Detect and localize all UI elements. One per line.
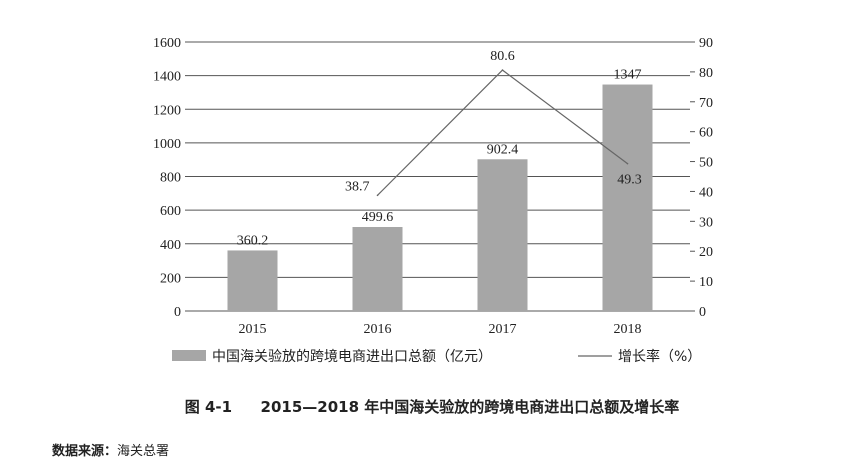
left-axis-ticks: 0 200 400 600 800 1000 1200 1400 1600 xyxy=(153,36,190,320)
bar-series xyxy=(227,84,653,312)
bar xyxy=(477,159,528,311)
line-value-label: 38.7 xyxy=(345,179,370,194)
line-series xyxy=(376,69,629,197)
category-label: 2018 xyxy=(614,322,642,337)
figure-caption: 图 4-1 2015—2018 年中国海关验放的跨境电商进出口总额及增长率 xyxy=(0,396,864,417)
bar-value-label: 360.2 xyxy=(237,233,269,248)
bar xyxy=(227,250,278,311)
line-point xyxy=(501,69,504,71)
figure-title: 2015—2018 年中国海关验放的跨境电商进出口总额及增长率 xyxy=(260,398,680,416)
left-tick-label: 1600 xyxy=(153,36,181,51)
left-tick-label: 200 xyxy=(160,271,181,286)
right-tick-label: 50 xyxy=(699,156,713,171)
right-tick-label: 0 xyxy=(699,305,706,320)
category-label: 2016 xyxy=(364,322,392,337)
category-labels: 2015 2016 2017 2018 xyxy=(239,322,642,337)
bar-value-label: 902.4 xyxy=(487,142,519,157)
legend-bar-swatch xyxy=(172,350,206,361)
data-source: 数据来源：海关总署 xyxy=(52,440,169,459)
right-tick-label: 20 xyxy=(699,245,713,260)
left-tick-label: 1400 xyxy=(153,70,181,85)
left-tick-label: 1200 xyxy=(153,103,181,118)
right-tick-label: 60 xyxy=(699,126,713,141)
line-point xyxy=(626,162,629,165)
source-text: 海关总署 xyxy=(117,444,170,459)
right-tick-label: 80 xyxy=(699,66,713,81)
bar-value-label: 1347 xyxy=(614,68,642,83)
category-label: 2017 xyxy=(489,322,517,337)
line-point xyxy=(376,194,379,197)
right-tick-label: 10 xyxy=(699,275,713,290)
legend: 中国海关验放的跨境电商进出口总额（亿元） 增长率（%） xyxy=(172,348,701,365)
right-axis-ticks: 0 10 20 30 40 50 60 70 80 90 xyxy=(690,36,713,320)
left-tick-label: 0 xyxy=(174,305,181,320)
legend-bar-label: 中国海关验放的跨境电商进出口总额（亿元） xyxy=(212,349,492,365)
legend-line-label: 增长率（%） xyxy=(618,348,701,365)
right-tick-label: 90 xyxy=(699,36,713,51)
right-tick-label: 70 xyxy=(699,96,713,111)
figure-number: 图 4-1 xyxy=(184,398,233,416)
line-value-label: 49.3 xyxy=(617,173,642,188)
category-label: 2015 xyxy=(239,322,267,337)
bar xyxy=(602,84,653,312)
line-value-label: 80.6 xyxy=(490,49,515,64)
left-tick-label: 1000 xyxy=(153,137,181,152)
right-tick-label: 40 xyxy=(699,185,713,200)
source-label: 数据来源： xyxy=(52,444,118,459)
left-tick-label: 800 xyxy=(160,171,181,186)
bar-value-label: 499.6 xyxy=(362,210,394,225)
data-labels: 360.2 499.6 902.4 1347 38.7 80.6 49.3 xyxy=(237,49,642,248)
left-tick-label: 600 xyxy=(160,204,181,219)
right-tick-label: 30 xyxy=(699,215,713,230)
bar xyxy=(352,227,403,311)
left-tick-label: 400 xyxy=(160,238,181,253)
